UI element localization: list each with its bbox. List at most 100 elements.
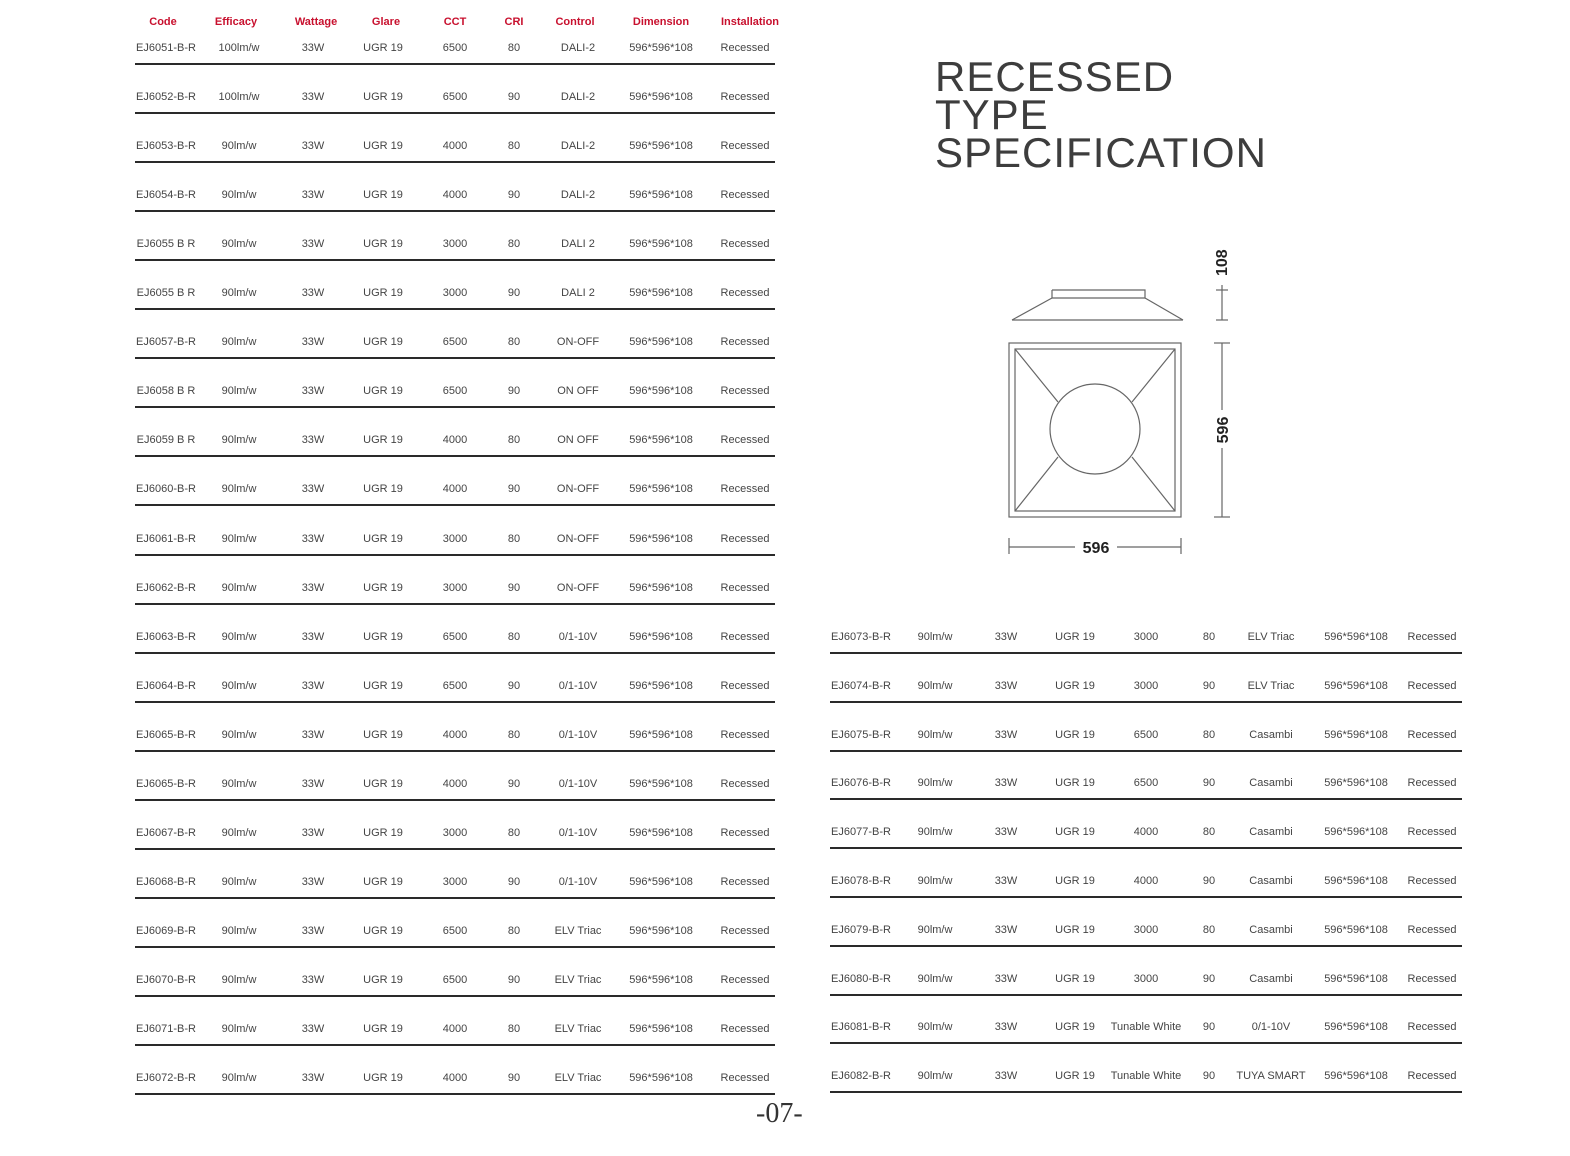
cell-cct: 4000 [442, 777, 468, 790]
row-divider [135, 749, 775, 752]
cell-cri: 90 [1202, 972, 1216, 985]
cell-dimension: 596*596*108 [629, 1023, 693, 1035]
cell-wattage: 33W [301, 91, 325, 104]
row-divider [135, 1093, 775, 1096]
cell-control: Casambi [1249, 923, 1293, 936]
cell-installation: Recessed [720, 336, 770, 349]
cell-dimension: 596*596*108 [629, 875, 693, 888]
cell-control: ON-OFF [556, 532, 600, 545]
cell-code: EJ6059 B R [136, 434, 196, 447]
cell-control: ELV Triac [554, 973, 602, 986]
cell-code: EJ6053-B-R [136, 140, 196, 153]
cell-cri: 80 [1202, 826, 1216, 839]
row-divider [830, 1091, 1462, 1094]
cell-installation: Recessed [720, 924, 770, 937]
cell-cct: 6500 [442, 42, 468, 54]
cell-code: EJ6078-B-R [831, 875, 891, 887]
cell-installation: Recessed [1407, 972, 1457, 985]
cell-efficacy: 90lm/w [221, 728, 257, 741]
cell-installation: Recessed [1407, 1021, 1457, 1034]
cell-cri: 90 [507, 1072, 521, 1085]
top-view-drawing [1008, 342, 1182, 518]
cell-code: EJ6058 B R [136, 385, 196, 398]
cell-wattage: 33W [301, 581, 325, 594]
cell-installation: Recessed [720, 728, 770, 741]
dimension-drawing: 108 596 596 [1008, 249, 1232, 557]
cell-code: EJ6070-B-R [136, 973, 196, 986]
cell-code: EJ6064-B-R [136, 679, 196, 692]
cell-dimension: 596*596*108 [629, 140, 693, 153]
cell-efficacy: 90lm/w [221, 924, 257, 937]
cell-cct: 6500 [442, 973, 468, 986]
row-divider [135, 651, 775, 654]
title-line-2: TYPE [935, 91, 1049, 138]
cell-installation: Recessed [720, 826, 770, 839]
cell-wattage: 33W [994, 679, 1018, 692]
cell-glare: UGR 19 [363, 973, 403, 986]
cell-control: Casambi [1249, 972, 1293, 985]
row-divider [135, 847, 775, 850]
cell-cct: 3000 [1133, 923, 1159, 936]
cell-efficacy: 90lm/w [221, 1072, 257, 1085]
cell-wattage: 33W [301, 238, 325, 251]
cell-cct: 6500 [442, 924, 468, 937]
title-line-1: RECESSED [935, 53, 1175, 100]
cell-wattage: 33W [301, 385, 325, 398]
cell-cri: 80 [507, 1023, 521, 1035]
title-line-3: SPECIFICATION [935, 129, 1267, 176]
cell-glare: UGR 19 [363, 1072, 403, 1085]
cell-efficacy: 90lm/w [917, 826, 953, 839]
cell-efficacy: 90lm/w [221, 189, 257, 202]
height-label: 108 [1214, 249, 1231, 276]
cell-cri: 80 [507, 238, 521, 251]
cell-cri: 90 [1202, 1070, 1216, 1083]
cell-control: 0/1-10V [558, 728, 598, 741]
cell-glare: UGR 19 [363, 287, 403, 300]
cell-code: EJ6069-B-R [136, 924, 196, 937]
cell-dimension: 596*596*108 [629, 385, 693, 398]
cell-cct: 4000 [442, 483, 468, 496]
cell-wattage: 33W [301, 777, 325, 790]
cell-efficacy: 90lm/w [221, 532, 257, 545]
cell-installation: Recessed [720, 532, 770, 545]
cell-dimension: 596*596*108 [629, 630, 693, 643]
cell-installation: Recessed [720, 140, 770, 153]
cell-wattage: 33W [301, 483, 325, 496]
cell-efficacy: 90lm/w [917, 972, 953, 985]
cell-cri: 90 [1202, 777, 1216, 790]
cell-glare: UGR 19 [1055, 972, 1095, 985]
header-efficacy: Efficacy [214, 16, 258, 28]
cell-cri: 90 [507, 287, 521, 300]
depth-dimension-line [1214, 342, 1230, 518]
cell-efficacy: 90lm/w [221, 1023, 257, 1035]
cell-installation: Recessed [720, 679, 770, 692]
header-glare: Glare [371, 16, 401, 28]
cell-glare: UGR 19 [363, 728, 403, 741]
cell-efficacy: 90lm/w [221, 826, 257, 839]
cell-installation: Recessed [720, 1072, 770, 1085]
cell-cri: 80 [1202, 631, 1216, 643]
cell-control: 0/1-10V [558, 777, 598, 790]
cell-dimension: 596*596*108 [629, 924, 693, 937]
width-label: 596 [1083, 540, 1110, 557]
cell-wattage: 33W [301, 679, 325, 692]
cell-efficacy: 90lm/w [917, 1070, 953, 1083]
cell-control: ON-OFF [556, 336, 600, 349]
cell-control: 0/1-10V [558, 630, 598, 643]
cell-control: DALI 2 [561, 238, 595, 251]
cell-glare: UGR 19 [363, 532, 403, 545]
side-profile-drawing [1011, 289, 1184, 321]
cell-dimension: 596*596*108 [629, 581, 693, 594]
header-dimension: Dimension [632, 16, 690, 28]
cell-cri: 90 [507, 973, 521, 986]
cell-dimension: 596*596*108 [629, 826, 693, 839]
cell-wattage: 33W [301, 728, 325, 741]
cell-glare: UGR 19 [1055, 777, 1095, 790]
page-number: -07- [756, 1098, 803, 1129]
cell-control: DALI-2 [560, 140, 596, 153]
cell-installation: Recessed [720, 91, 770, 104]
cell-cct: 3000 [442, 826, 468, 839]
row-divider [830, 652, 1462, 654]
cell-cri: 90 [507, 483, 521, 496]
cell-dimension: 596*596*108 [629, 728, 693, 741]
